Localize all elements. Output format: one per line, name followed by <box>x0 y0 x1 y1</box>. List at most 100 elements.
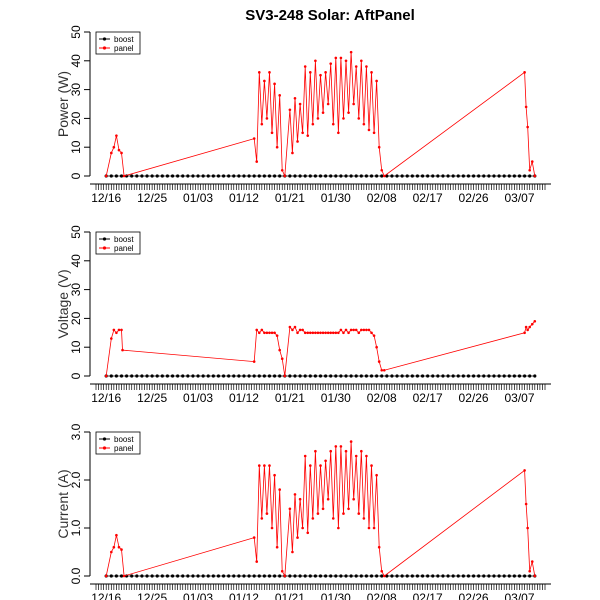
data-point-boost <box>405 374 409 378</box>
data-point-panel <box>342 331 345 335</box>
data-point-boost <box>257 374 261 378</box>
data-point-panel <box>377 360 381 363</box>
data-point-boost <box>517 174 522 178</box>
series-boost <box>104 174 537 178</box>
data-point-panel <box>296 536 299 539</box>
data-point-boost <box>415 574 420 578</box>
data-point-panel <box>268 331 271 335</box>
data-point-panel <box>375 79 378 83</box>
data-point-boost <box>359 374 363 378</box>
data-point-panel <box>265 512 269 515</box>
y-axis-label: Voltage (V) <box>55 269 71 338</box>
data-point-panel <box>380 368 384 372</box>
data-point-panel <box>275 545 279 549</box>
data-point-boost <box>512 174 516 178</box>
data-point-boost <box>221 174 226 178</box>
data-point-boost <box>349 374 353 378</box>
data-point-panel <box>357 512 361 515</box>
data-point-panel <box>347 111 350 114</box>
data-point-panel <box>280 357 284 361</box>
data-point-boost <box>359 574 363 578</box>
data-point-panel <box>117 328 121 332</box>
data-point-boost <box>375 574 379 578</box>
data-point-boost <box>431 174 435 178</box>
data-point-panel <box>104 174 108 178</box>
data-point-panel <box>303 65 307 68</box>
data-point-panel <box>104 374 108 378</box>
data-point-boost <box>446 574 450 578</box>
data-point-boost <box>298 574 302 578</box>
x-tick-label: 01/30 <box>321 591 351 600</box>
data-point-boost <box>533 374 537 378</box>
series-line-panel <box>105 52 536 177</box>
y-axis-label: Power (W) <box>55 71 71 137</box>
data-point-panel <box>120 548 123 551</box>
data-point-boost <box>237 374 241 378</box>
y-tick-label: 3.0 <box>69 423 83 440</box>
data-point-boost <box>211 174 215 178</box>
data-point-boost <box>482 574 486 578</box>
data-point-boost <box>181 174 185 178</box>
x-tick-label: 02/26 <box>459 591 489 600</box>
data-point-boost <box>451 174 455 178</box>
data-point-panel <box>357 331 361 335</box>
data-point-panel <box>301 526 304 530</box>
data-point-boost <box>130 574 134 578</box>
data-point-panel <box>255 328 259 332</box>
data-point-boost <box>119 174 124 178</box>
data-point-panel <box>360 449 363 453</box>
data-point-boost <box>324 574 328 578</box>
data-point-boost <box>216 374 221 378</box>
x-tick-label: 02/08 <box>367 591 397 600</box>
data-point-boost <box>196 174 200 178</box>
data-point-panel <box>344 449 348 453</box>
legend-swatch-dot <box>102 46 107 50</box>
data-point-boost <box>477 374 481 378</box>
data-point-boost <box>145 174 149 178</box>
data-point-boost <box>461 374 465 378</box>
data-point-boost <box>436 174 440 178</box>
data-point-boost <box>344 374 348 378</box>
data-point-boost <box>482 174 486 178</box>
data-point-panel <box>301 131 304 135</box>
data-point-boost <box>145 574 149 578</box>
data-point-panel <box>263 331 266 335</box>
data-point-panel <box>331 122 335 126</box>
data-point-boost <box>165 374 170 378</box>
data-point-boost <box>135 374 139 378</box>
data-point-boost <box>303 174 307 178</box>
data-point-boost <box>395 374 399 378</box>
x-tick-label: 01/12 <box>229 391 259 405</box>
x-tick-label: 01/21 <box>275 391 305 405</box>
legend-label: panel <box>114 44 134 53</box>
data-point-panel <box>291 328 294 332</box>
legend-label: boost <box>114 235 134 244</box>
data-point-boost <box>364 574 369 578</box>
data-point-boost <box>165 574 170 578</box>
data-point-panel <box>288 325 292 329</box>
series-line-panel <box>105 441 536 578</box>
data-point-boost <box>237 174 241 178</box>
data-point-panel <box>367 328 371 332</box>
data-point-boost <box>288 574 292 578</box>
data-point-boost <box>247 174 251 178</box>
data-point-panel <box>115 331 118 335</box>
data-point-panel <box>115 134 118 137</box>
x-tick-label: 03/07 <box>504 591 534 600</box>
data-point-boost <box>257 574 261 578</box>
data-point-panel <box>308 71 312 74</box>
data-point-boost <box>451 574 455 578</box>
data-point-panel <box>329 449 333 453</box>
data-point-panel <box>321 331 325 335</box>
data-point-boost <box>410 374 414 378</box>
data-point-boost <box>446 374 450 378</box>
data-point-panel <box>303 454 307 458</box>
data-point-boost <box>125 374 129 378</box>
data-point-panel <box>316 331 320 335</box>
data-point-boost <box>242 374 246 378</box>
data-point-boost <box>313 174 317 178</box>
series-panel <box>104 319 537 378</box>
data-point-boost <box>466 574 471 578</box>
data-point-panel <box>296 331 299 335</box>
data-point-panel <box>382 174 386 178</box>
